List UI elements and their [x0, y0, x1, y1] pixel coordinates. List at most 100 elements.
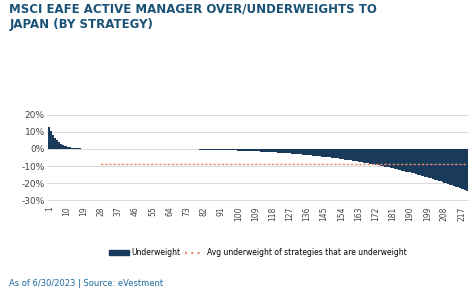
Bar — [319, 149, 321, 156]
Bar — [302, 149, 304, 155]
Bar — [258, 149, 260, 152]
Bar — [281, 149, 283, 153]
Bar — [426, 149, 428, 177]
Bar — [308, 149, 310, 155]
Bar — [310, 149, 312, 155]
Bar — [335, 149, 337, 158]
Bar — [396, 149, 398, 169]
Bar — [56, 140, 58, 149]
Bar — [230, 149, 232, 150]
Bar — [270, 149, 272, 152]
Bar — [212, 149, 214, 150]
Bar — [79, 148, 81, 149]
Bar — [241, 149, 243, 151]
Bar — [338, 149, 340, 159]
Bar — [447, 149, 449, 184]
Bar — [444, 149, 446, 182]
Bar — [373, 149, 375, 164]
Bar — [398, 149, 400, 170]
Bar — [346, 149, 348, 160]
Bar — [249, 149, 251, 151]
Bar — [266, 149, 268, 152]
Bar — [58, 142, 60, 149]
Bar — [234, 149, 236, 150]
Bar — [333, 149, 335, 158]
Bar — [461, 149, 463, 189]
Bar — [243, 149, 245, 151]
Bar — [216, 149, 218, 150]
Bar — [197, 149, 199, 150]
Bar — [214, 149, 216, 150]
Bar — [199, 149, 201, 150]
Bar — [430, 149, 432, 178]
Bar — [54, 138, 56, 149]
Bar — [316, 149, 318, 156]
Bar — [379, 149, 381, 166]
Bar — [251, 149, 253, 151]
Bar — [292, 149, 295, 154]
Bar — [245, 149, 247, 151]
Bar — [228, 149, 230, 150]
Bar — [455, 149, 457, 187]
Bar — [365, 149, 367, 163]
Bar — [354, 149, 356, 161]
Bar — [222, 149, 224, 150]
Bar — [432, 149, 434, 179]
Bar — [375, 149, 377, 165]
Bar — [73, 148, 75, 149]
Bar — [434, 149, 436, 180]
Bar — [226, 149, 228, 150]
Bar — [357, 149, 359, 162]
Bar — [340, 149, 342, 159]
Bar — [428, 149, 430, 178]
Bar — [436, 149, 438, 180]
Bar — [359, 149, 361, 162]
Bar — [463, 149, 465, 189]
Bar — [377, 149, 379, 165]
Bar — [297, 149, 299, 154]
Bar — [424, 149, 426, 177]
Bar — [71, 148, 73, 149]
Bar — [352, 149, 354, 161]
Bar — [253, 149, 255, 151]
Bar — [306, 149, 308, 155]
Bar — [422, 149, 424, 176]
Bar — [291, 149, 292, 154]
Bar — [407, 149, 409, 172]
Bar — [69, 147, 71, 149]
Bar — [405, 149, 407, 171]
Bar — [466, 149, 468, 191]
Bar — [67, 147, 69, 149]
Bar — [342, 149, 344, 159]
Bar — [409, 149, 411, 173]
Bar — [390, 149, 392, 168]
Bar — [287, 149, 289, 153]
Legend: Underweight, Avg underweight of strategies that are underweight: Underweight, Avg underweight of strategi… — [106, 245, 410, 260]
Bar — [367, 149, 369, 163]
Bar — [239, 149, 241, 151]
Bar — [237, 149, 239, 150]
Bar — [268, 149, 270, 152]
Bar — [65, 146, 67, 149]
Bar — [331, 149, 333, 158]
Bar — [459, 149, 461, 188]
Bar — [318, 149, 319, 156]
Bar — [449, 149, 451, 184]
Bar — [361, 149, 363, 162]
Bar — [224, 149, 226, 150]
Bar — [440, 149, 442, 181]
Text: As of 6/30/2023 | Source: eVestment: As of 6/30/2023 | Source: eVestment — [9, 279, 164, 288]
Bar — [327, 149, 329, 157]
Bar — [417, 149, 419, 175]
Bar — [195, 149, 197, 150]
Bar — [350, 149, 352, 160]
Bar — [201, 149, 203, 150]
Bar — [75, 148, 77, 149]
Bar — [329, 149, 331, 157]
Bar — [207, 149, 209, 150]
Bar — [348, 149, 350, 160]
Bar — [255, 149, 256, 151]
Bar — [48, 127, 50, 149]
Bar — [438, 149, 440, 181]
Bar — [453, 149, 455, 186]
